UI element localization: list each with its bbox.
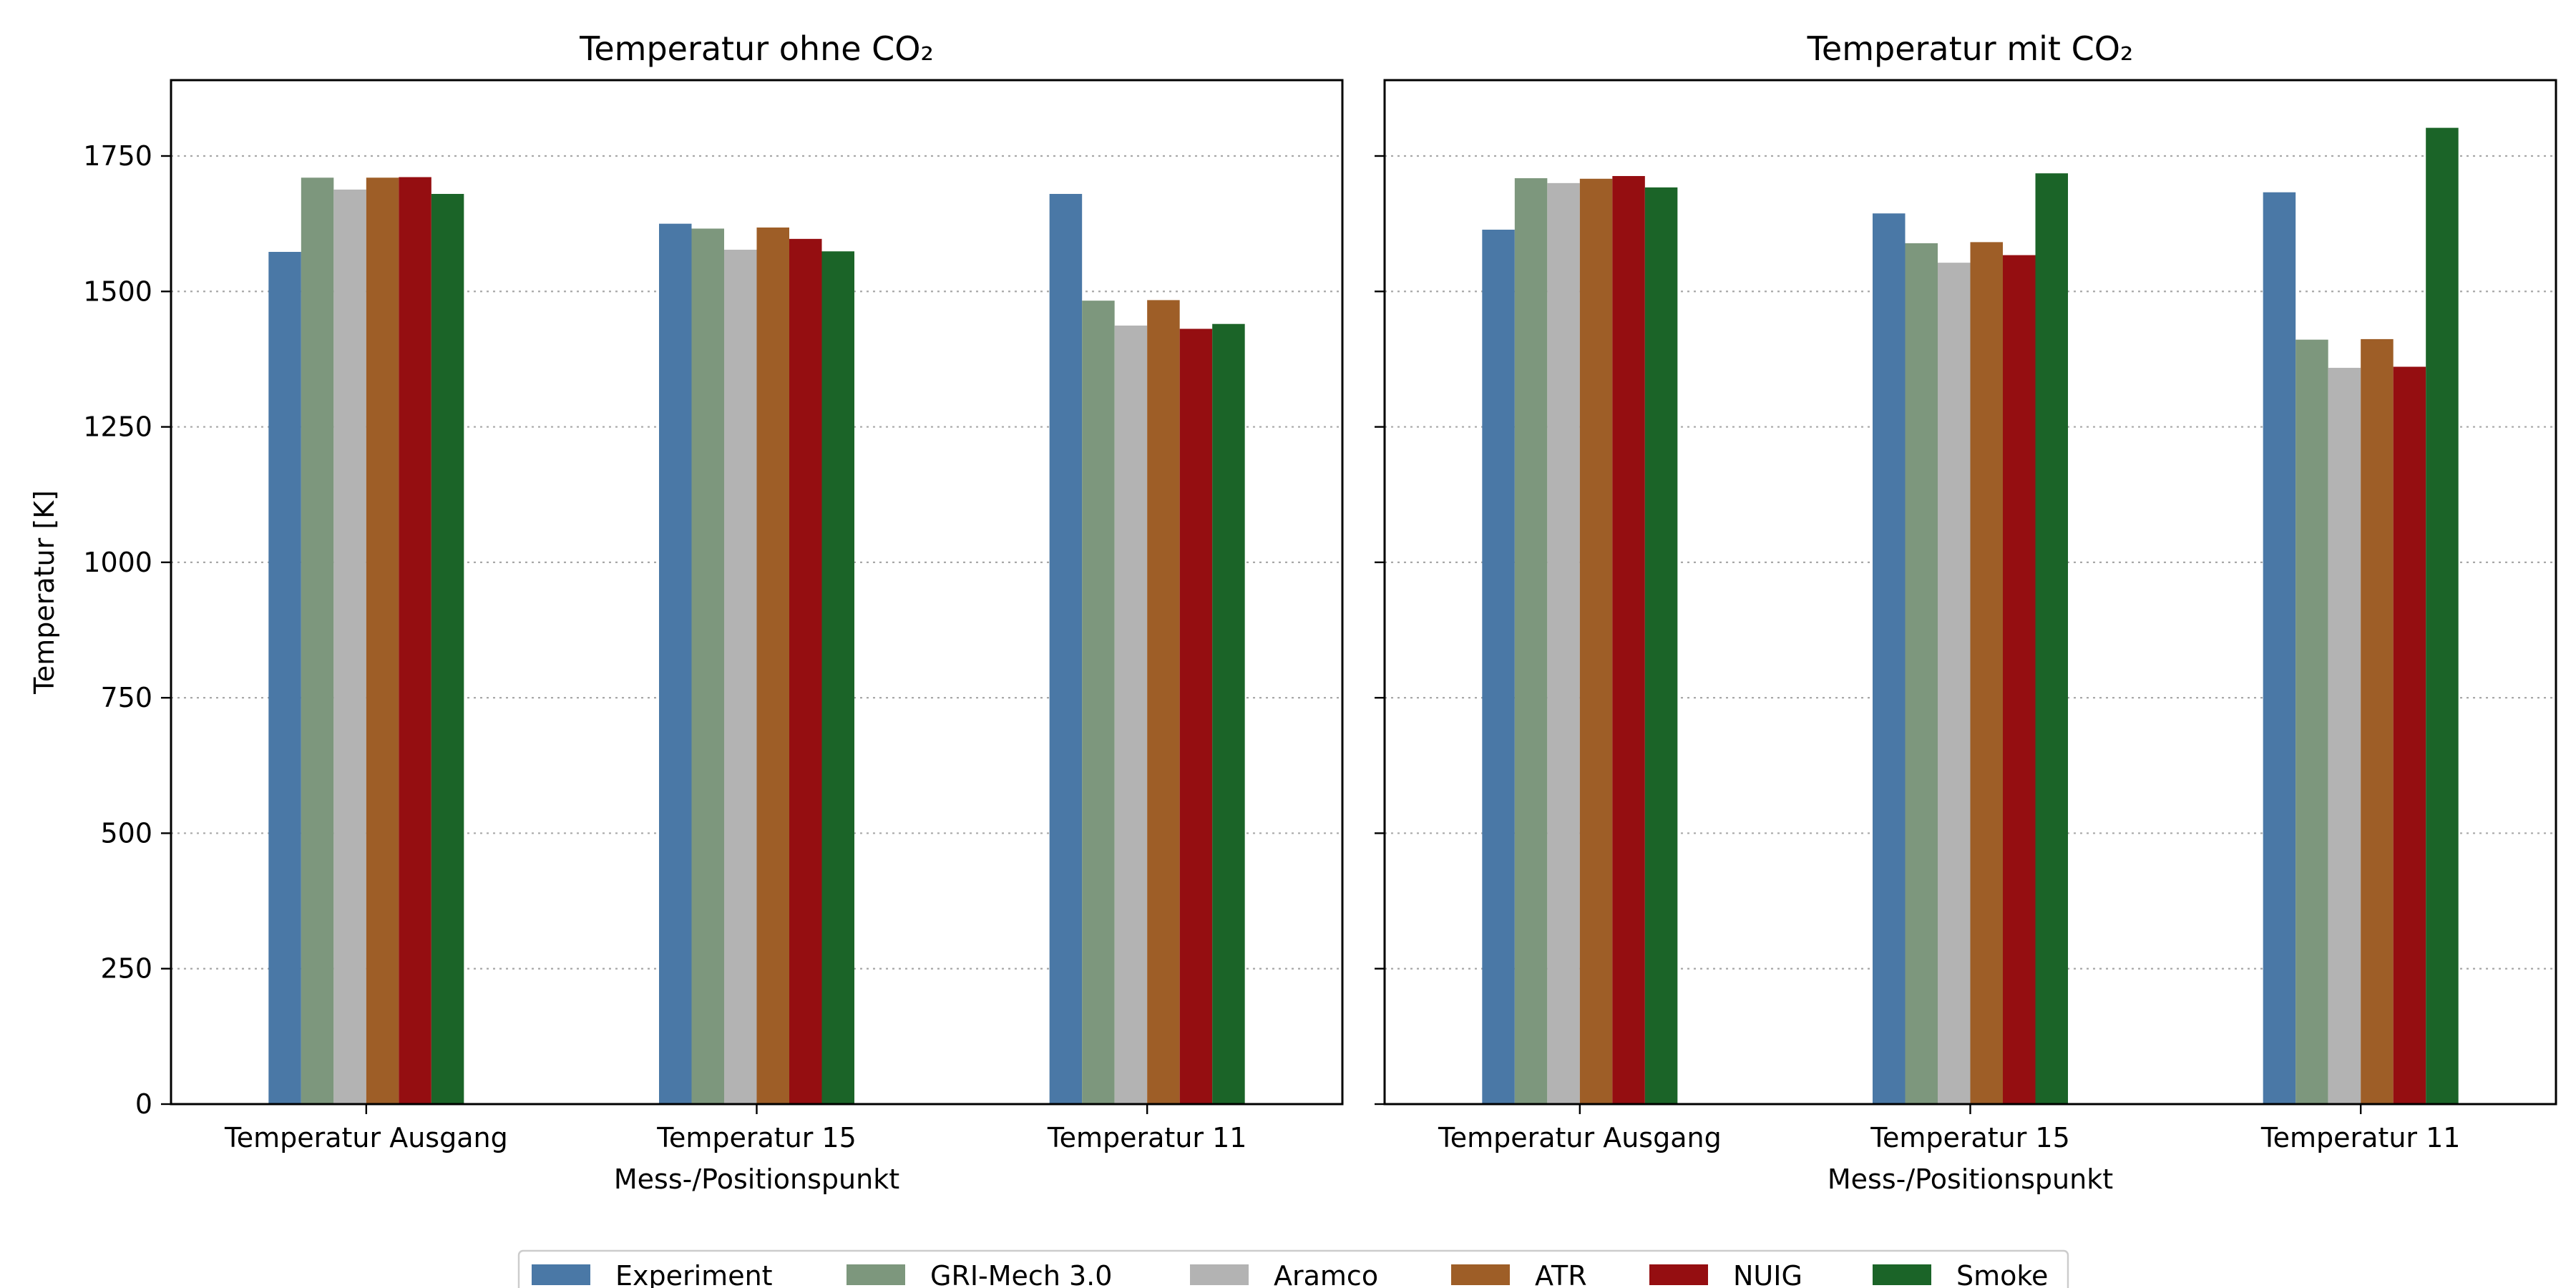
panel-title: Temperatur mit CO₂ [1807,29,2134,68]
bar-nuig-1 [1612,176,1645,1104]
bar-gri-mech-3-0-3 [1082,301,1115,1105]
bar-experiment-3 [1049,194,1083,1104]
legend-swatch-nuig [1649,1264,1708,1285]
bar-nuig-3 [2393,366,2426,1104]
bar-atr-2 [1970,242,2003,1104]
bar-aramco-1 [1547,182,1580,1104]
x-tick-label: Temperatur 11 [2260,1122,2461,1153]
legend-swatch-atr [1451,1264,1510,1285]
panel-2: Temperatur Ausgang Temperatur 15 Temperatu… [1375,29,2557,1195]
x-tick-label: Temperatur Ausgang [1438,1122,1722,1153]
bar-aramco-1 [333,189,366,1104]
legend-label: Experiment [615,1260,773,1288]
bar-aramco-2 [1938,263,1971,1105]
y-tick-label: 1000 [83,547,152,578]
bar-atr-3 [1147,300,1180,1104]
bar-experiment-2 [1873,213,1906,1105]
bar-atr-1 [1579,178,1613,1104]
legend-swatch-aramco [1190,1264,1249,1285]
bar-smoke-1 [1644,187,1678,1104]
bar-smoke-3 [2426,127,2459,1105]
y-tick-label: 1500 [83,275,152,307]
y-tick-label: 500 [100,817,152,849]
bar-nuig-2 [2003,255,2036,1104]
bar-experiment-1 [268,252,301,1104]
bar-atr-1 [366,177,399,1104]
x-tick-label: Temperatur 15 [1870,1122,2070,1153]
bar-nuig-1 [399,177,431,1104]
bar-aramco-3 [1114,325,1148,1104]
x-axis-label: Mess-/Positionspunkt [1828,1163,2113,1195]
y-axis-label: Temperatur [K] [29,490,60,695]
legend: Experiment GRI-Mech 3.0 Aramco ATR NUIG Smoke [517,1249,2069,1288]
bar-experiment-3 [2263,192,2296,1105]
legend-label: Smoke [1956,1260,2048,1288]
bar-smoke-2 [821,251,854,1105]
bar-smoke-1 [431,194,464,1104]
bar-smoke-3 [1212,323,1245,1104]
legend-label: ATR [1535,1260,1587,1288]
x-tick-label: Temperatur 15 [656,1122,857,1153]
bar-aramco-2 [724,249,757,1104]
legend-swatch-smoke [1873,1264,1931,1285]
y-tick-label: 750 [100,682,152,713]
legend-label: Aramco [1274,1260,1378,1288]
y-tick-label: 1250 [83,411,152,443]
bar-atr-2 [756,227,789,1104]
legend-swatch-gri-mech-3-0 [847,1264,905,1285]
y-tick-label: 0 [135,1088,152,1120]
bar-gri-mech-3-0-2 [1905,243,1938,1104]
panel-1: 0 250 500 750 1000 1250 1500 1750 Temperatur Aus… [29,29,1344,1195]
panel-title: Temperatur ohne CO₂ [579,29,934,68]
bar-gri-mech-3-0-1 [1514,178,1548,1105]
bar-nuig-3 [1179,328,1213,1104]
bar-atr-3 [2361,338,2394,1104]
legend-swatch-experiment [532,1264,590,1285]
bar-nuig-2 [789,238,822,1104]
bar-gri-mech-3-0-2 [691,228,724,1104]
legend-label: GRI-Mech 3.0 [930,1260,1112,1288]
bar-gri-mech-3-0-1 [301,177,334,1104]
x-tick-label: Temperatur 11 [1047,1122,1247,1153]
y-tick-label: 250 [100,953,152,985]
legend-label: NUIG [1733,1260,1802,1288]
bar-experiment-1 [1482,229,1515,1104]
y-tick-label: 1750 [83,140,152,172]
bar-smoke-2 [2035,173,2068,1105]
bar-gri-mech-3-0-3 [2296,339,2328,1105]
bar-experiment-2 [659,223,692,1105]
x-tick-label: Temperatur Ausgang [224,1122,508,1153]
bar-aramco-3 [2328,368,2361,1104]
x-axis-label: Mess-/Positionspunkt [614,1163,899,1195]
